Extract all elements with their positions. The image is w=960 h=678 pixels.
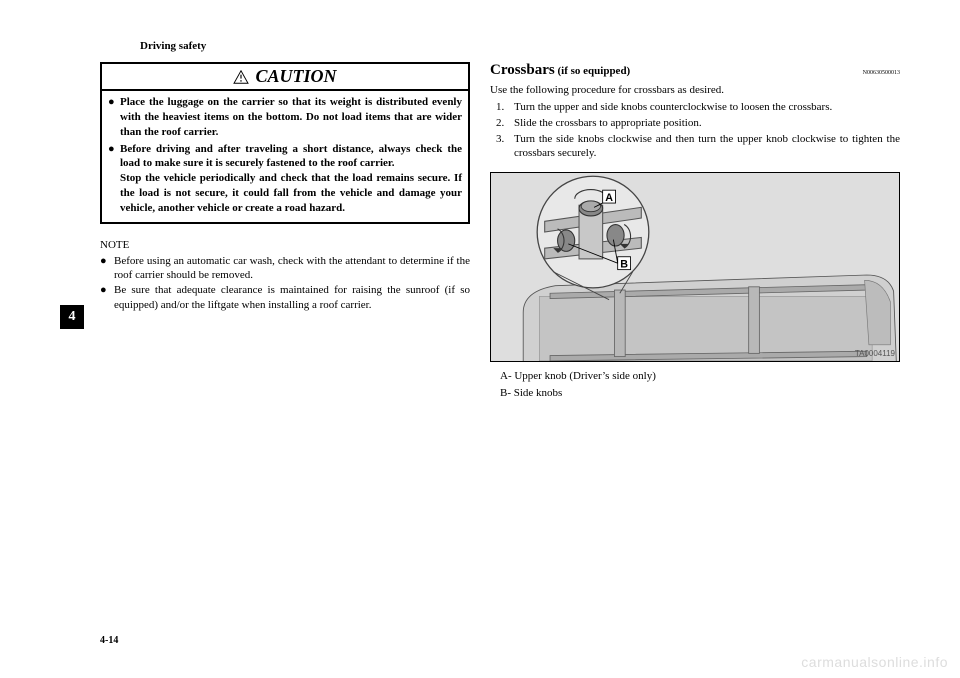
bullet-icon: ●: [100, 254, 114, 284]
bullet-icon: ●: [108, 142, 120, 216]
note-label: NOTE: [100, 238, 470, 253]
manual-page: Driving safety 4 CAUTION ● Place the lug…: [0, 0, 960, 678]
intro-text: Use the following procedure for crossbar…: [490, 83, 900, 98]
section-tab: 4: [60, 305, 84, 329]
label-a: A- Upper knob (Driver’s side only): [500, 368, 900, 385]
watermark: carmanualsonline.info: [801, 654, 948, 670]
caution-box: CAUTION ● Place the luggage on the carri…: [100, 62, 470, 224]
svg-text:B: B: [620, 259, 628, 271]
step-number: 3.: [490, 132, 514, 162]
step-text: Slide the crossbars to appropriate posit…: [514, 116, 702, 131]
caution-item: ● Place the luggage on the carrier so th…: [108, 95, 462, 140]
step-number: 1.: [490, 100, 514, 115]
note-text: Before using an automatic car wash, chec…: [114, 254, 470, 284]
crossbars-heading: Crossbars (if so equipped): [490, 62, 630, 79]
heading-sub: (if so equipped): [555, 65, 631, 77]
caution-text: Before driving and after traveling a sho…: [120, 142, 462, 216]
warning-icon: [233, 70, 249, 84]
caution-item: ● Before driving and after traveling a s…: [108, 142, 462, 216]
note-block: NOTE ● Before using an automatic car was…: [100, 238, 470, 313]
heading-row: Crossbars (if so equipped) N00630500013: [490, 62, 900, 79]
figure-labels: A- Upper knob (Driver’s side only) B- Si…: [500, 368, 900, 401]
figure-illustration: A B: [491, 173, 899, 362]
step-item: 1. Turn the upper and side knobs counter…: [490, 100, 900, 115]
label-b: B- Side knobs: [500, 385, 900, 402]
svg-text:A: A: [605, 192, 613, 204]
page-number: 4-14: [100, 635, 118, 646]
reference-code: N00630500013: [863, 70, 900, 76]
caution-body: ● Place the luggage on the carrier so th…: [102, 91, 468, 222]
step-text: Turn the upper and side knobs counterclo…: [514, 100, 832, 115]
content-columns: CAUTION ● Place the luggage on the carri…: [60, 62, 900, 658]
caution-text: Place the luggage on the carrier so that…: [120, 95, 462, 140]
heading-main: Crossbars: [490, 62, 555, 78]
step-list: 1. Turn the upper and side knobs counter…: [490, 100, 900, 162]
caution-title-text: CAUTION: [255, 66, 336, 87]
step-number: 2.: [490, 116, 514, 131]
caution-title: CAUTION: [102, 64, 468, 91]
step-text: Turn the side knobs clockwise and then t…: [514, 132, 900, 162]
page-header: Driving safety: [140, 40, 900, 52]
note-item: ● Before using an automatic car wash, ch…: [100, 254, 470, 284]
note-text: Be sure that adequate clearance is maint…: [114, 283, 470, 313]
step-item: 3. Turn the side knobs clockwise and the…: [490, 132, 900, 162]
crossbar-figure: A B TA0004119: [490, 172, 900, 362]
step-item: 2. Slide the crossbars to appropriate po…: [490, 116, 900, 131]
bullet-icon: ●: [100, 283, 114, 313]
figure-code: TA0004119: [855, 349, 895, 358]
note-item: ● Be sure that adequate clearance is mai…: [100, 283, 470, 313]
left-column: CAUTION ● Place the luggage on the carri…: [60, 62, 470, 658]
bullet-icon: ●: [108, 95, 120, 140]
right-column: Crossbars (if so equipped) N00630500013 …: [490, 62, 900, 658]
